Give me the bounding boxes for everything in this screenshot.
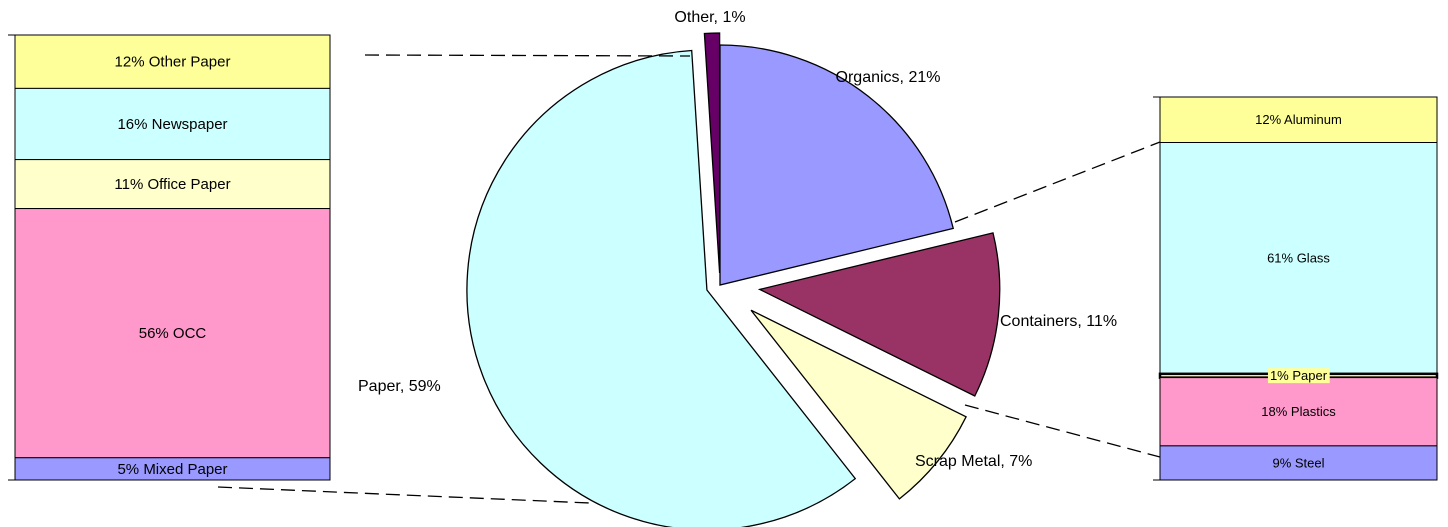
pie-slice: [466, 49, 857, 527]
pie-slice: [750, 309, 967, 500]
connectors: [217, 54, 1161, 504]
segment-label: 16% Newspaper: [117, 116, 227, 133]
bar-segment: [14, 208, 331, 459]
bar-segment: [1159, 377, 1438, 447]
slice-label: Containers, 11%: [1000, 313, 1117, 330]
segment-label: 56% OCC: [139, 325, 207, 342]
segment-label: 61% Glass: [1267, 251, 1330, 266]
connector-line: [964, 404, 1161, 458]
segment-label: 9% Steel: [1272, 455, 1324, 470]
pie-slice: [719, 44, 955, 286]
slice-label: Organics, 21%: [836, 69, 941, 86]
bar-segment: [1159, 96, 1438, 144]
slice-label: Paper, 59%: [358, 378, 441, 395]
segment-label: 12% Aluminum: [1255, 112, 1342, 127]
stacked-bar: [1158, 96, 1439, 481]
bar-segment: [14, 87, 331, 161]
pie-slice: [757, 232, 1001, 397]
segment-label: 1% Paper: [1270, 368, 1328, 383]
segment-label: 5% Mixed Paper: [117, 461, 227, 478]
pie: [466, 32, 1001, 527]
segment-label: 18% Plastics: [1261, 404, 1336, 419]
bar-segment: [1159, 445, 1438, 481]
pie-slice: [703, 32, 721, 274]
bar-segment: [14, 159, 331, 210]
connector-line: [954, 141, 1161, 223]
segment-label: 12% Other Paper: [115, 54, 231, 71]
slice-label: Scrap Metal, 7%: [915, 453, 1032, 470]
stacked-bar: [14, 34, 331, 481]
segment-label: 11% Office Paper: [114, 176, 230, 193]
bar-segment: [1159, 142, 1438, 375]
slice-label: Other, 1%: [674, 9, 745, 26]
connector-line: [364, 54, 691, 57]
connector-line: [217, 486, 591, 504]
label-background: [1267, 368, 1330, 384]
